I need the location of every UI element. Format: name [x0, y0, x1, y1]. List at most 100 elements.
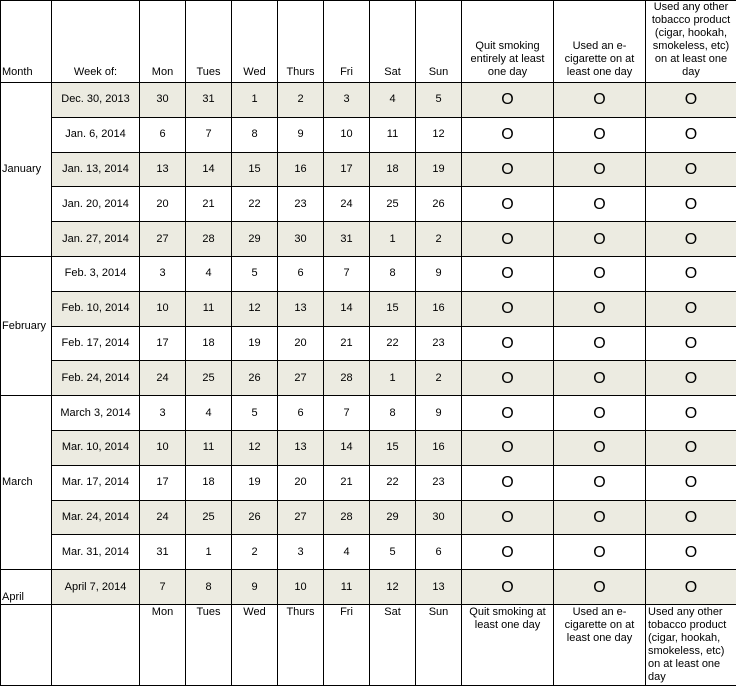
day-cell-mon: 6 — [140, 117, 186, 152]
quit-radio[interactable]: O — [462, 396, 554, 431]
quit-radio[interactable]: O — [462, 222, 554, 257]
week-of-cell: Feb. 24, 2014 — [52, 361, 140, 396]
day-cell-sun: 9 — [416, 396, 462, 431]
other-tobacco-radio[interactable]: O — [646, 152, 736, 187]
footer-month-blank — [1, 604, 52, 685]
day-cell-sun: 16 — [416, 291, 462, 326]
day-cell-wed: 19 — [232, 465, 278, 500]
ecig-radio[interactable]: O — [554, 187, 646, 222]
quit-radio[interactable]: O — [462, 256, 554, 291]
day-cell-thurs: 3 — [278, 535, 324, 570]
other-tobacco-radio[interactable]: O — [646, 326, 736, 361]
quit-radio[interactable]: O — [462, 117, 554, 152]
week-of-cell: March 3, 2014 — [52, 396, 140, 431]
day-cell-sat: 1 — [370, 222, 416, 257]
day-header-sat: Sat — [370, 1, 416, 83]
ecig-radio[interactable]: O — [554, 430, 646, 465]
day-cell-fri: 7 — [324, 396, 370, 431]
quit-radio[interactable]: O — [462, 465, 554, 500]
day-cell-tues: 8 — [186, 570, 232, 605]
day-cell-wed: 22 — [232, 187, 278, 222]
quit-radio[interactable]: O — [462, 570, 554, 605]
other-tobacco-radio[interactable]: O — [646, 570, 736, 605]
ecig-radio[interactable]: O — [554, 326, 646, 361]
ecig-radio[interactable]: O — [554, 396, 646, 431]
other-tobacco-radio[interactable]: O — [646, 291, 736, 326]
other-tobacco-radio[interactable]: O — [646, 83, 736, 118]
week-of-cell: Mar. 24, 2014 — [52, 500, 140, 535]
day-cell-mon: 31 — [140, 535, 186, 570]
quit-radio[interactable]: O — [462, 500, 554, 535]
day-cell-wed: 29 — [232, 222, 278, 257]
day-cell-fri: 21 — [324, 326, 370, 361]
day-cell-tues: 28 — [186, 222, 232, 257]
quit-radio[interactable]: O — [462, 535, 554, 570]
other-tobacco-radio[interactable]: O — [646, 465, 736, 500]
other-tobacco-radio[interactable]: O — [646, 430, 736, 465]
day-cell-wed: 15 — [232, 152, 278, 187]
day-cell-fri: 7 — [324, 256, 370, 291]
day-cell-fri: 4 — [324, 535, 370, 570]
day-cell-sat: 25 — [370, 187, 416, 222]
day-cell-fri: 10 — [324, 117, 370, 152]
day-cell-mon: 24 — [140, 361, 186, 396]
day-cell-fri: 3 — [324, 83, 370, 118]
day-cell-thurs: 2 — [278, 83, 324, 118]
ecig-radio[interactable]: O — [554, 83, 646, 118]
header-row: Month Week of: Mon Tues Wed Thurs Fri Sa… — [1, 1, 736, 83]
other-tobacco-radio[interactable]: O — [646, 396, 736, 431]
ecig-radio[interactable]: O — [554, 152, 646, 187]
ecig-radio[interactable]: O — [554, 570, 646, 605]
day-cell-thurs: 20 — [278, 326, 324, 361]
ecig-radio[interactable]: O — [554, 222, 646, 257]
day-cell-sat: 12 — [370, 570, 416, 605]
footer-other-tobacco: Used any other tobacco product (cigar, h… — [646, 604, 736, 685]
quit-radio[interactable]: O — [462, 326, 554, 361]
ecig-radio[interactable]: O — [554, 500, 646, 535]
week-of-cell: April 7, 2014 — [52, 570, 140, 605]
other-tobacco-radio[interactable]: O — [646, 187, 736, 222]
other-tobacco-radio[interactable]: O — [646, 535, 736, 570]
other-tobacco-radio[interactable]: O — [646, 117, 736, 152]
week-of-cell: Mar. 10, 2014 — [52, 430, 140, 465]
other-tobacco-radio[interactable]: O — [646, 222, 736, 257]
day-cell-fri: 28 — [324, 361, 370, 396]
week-of-cell: Jan. 27, 2014 — [52, 222, 140, 257]
quit-radio[interactable]: O — [462, 430, 554, 465]
day-cell-sat: 15 — [370, 430, 416, 465]
day-cell-thurs: 23 — [278, 187, 324, 222]
day-header-tues: Tues — [186, 1, 232, 83]
day-cell-tues: 11 — [186, 430, 232, 465]
quit-radio[interactable]: O — [462, 361, 554, 396]
day-cell-tues: 25 — [186, 500, 232, 535]
day-header-mon: Mon — [140, 1, 186, 83]
day-cell-thurs: 27 — [278, 500, 324, 535]
ecig-radio[interactable]: O — [554, 117, 646, 152]
quit-radio[interactable]: O — [462, 187, 554, 222]
ecig-radio[interactable]: O — [554, 535, 646, 570]
day-cell-tues: 11 — [186, 291, 232, 326]
day-cell-tues: 4 — [186, 396, 232, 431]
ecig-radio[interactable]: O — [554, 465, 646, 500]
quit-radio[interactable]: O — [462, 83, 554, 118]
quit-radio[interactable]: O — [462, 291, 554, 326]
day-cell-wed: 12 — [232, 291, 278, 326]
ecig-radio[interactable]: O — [554, 361, 646, 396]
day-cell-sun: 23 — [416, 465, 462, 500]
day-cell-sat: 5 — [370, 535, 416, 570]
other-tobacco-radio[interactable]: O — [646, 256, 736, 291]
other-tobacco-radio[interactable]: O — [646, 361, 736, 396]
day-cell-sun: 30 — [416, 500, 462, 535]
day-cell-sat: 15 — [370, 291, 416, 326]
other-tobacco-radio[interactable]: O — [646, 500, 736, 535]
day-cell-tues: 21 — [186, 187, 232, 222]
day-cell-fri: 24 — [324, 187, 370, 222]
day-cell-sat: 1 — [370, 361, 416, 396]
day-cell-mon: 3 — [140, 256, 186, 291]
ecig-radio[interactable]: O — [554, 291, 646, 326]
ecig-radio[interactable]: O — [554, 256, 646, 291]
quit-radio[interactable]: O — [462, 152, 554, 187]
